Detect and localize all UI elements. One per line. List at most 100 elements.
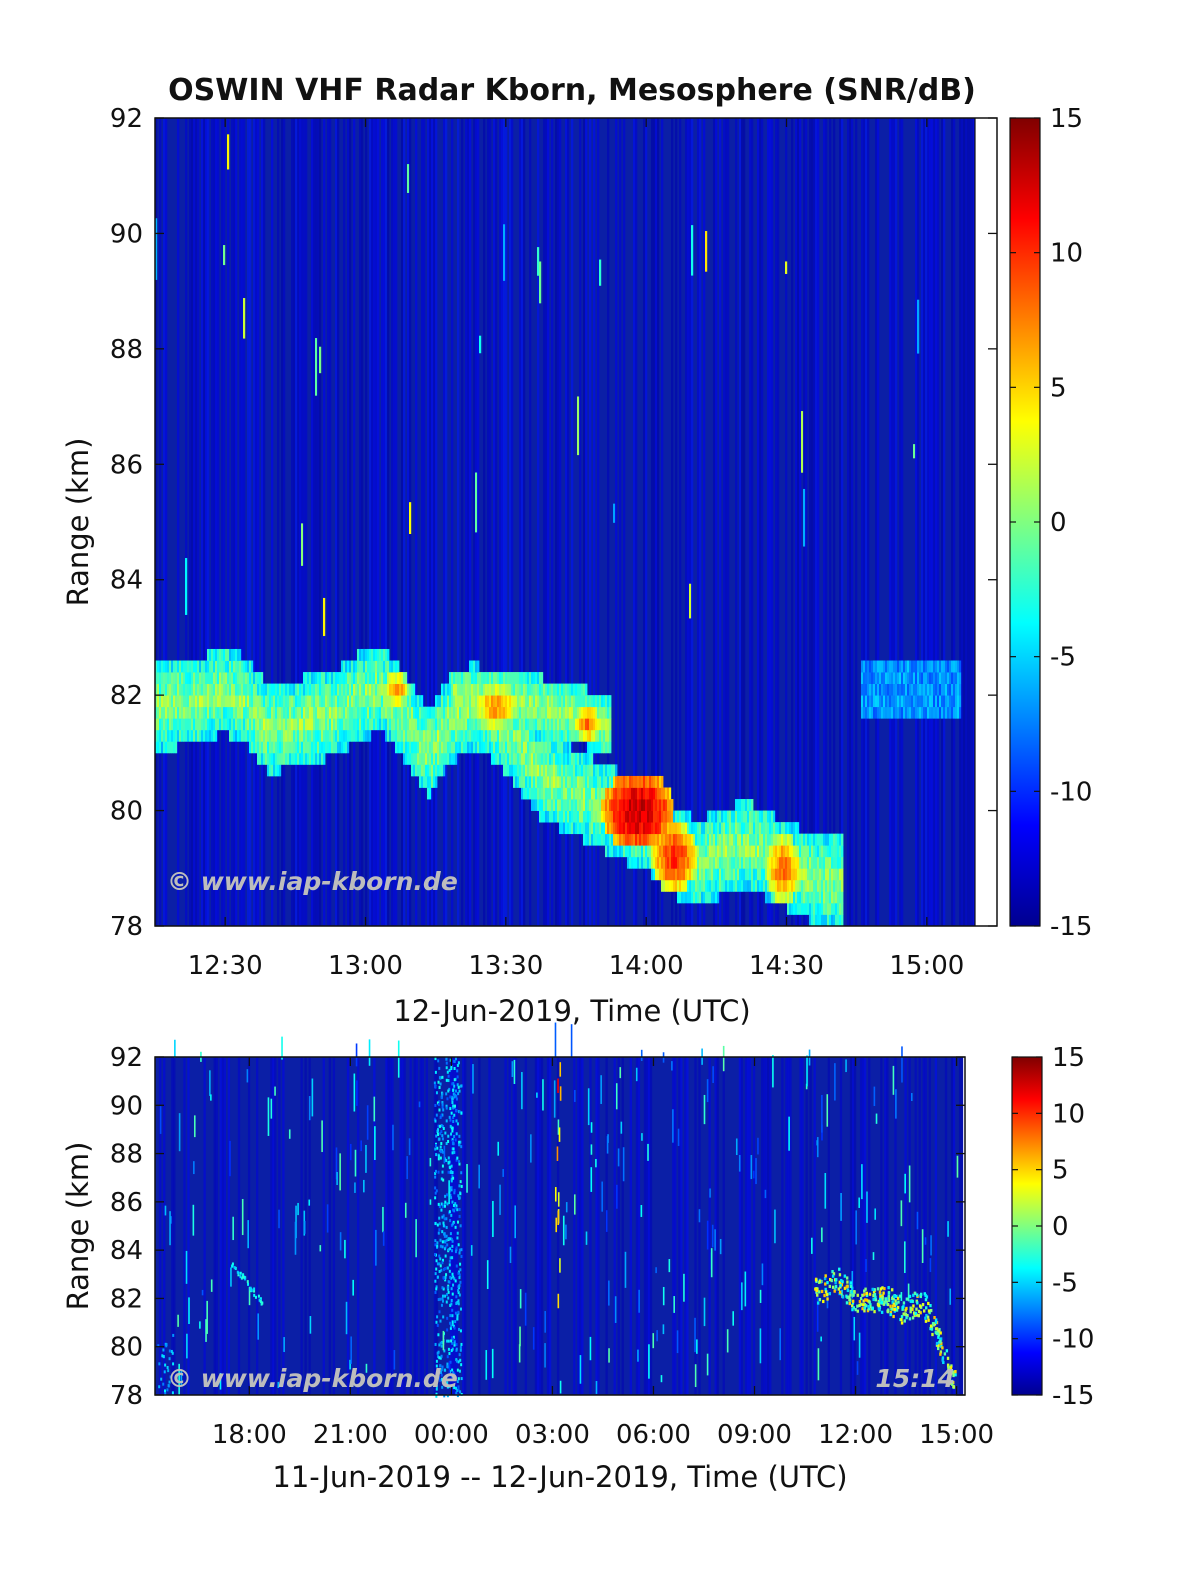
top-heatmap-cell: [719, 879, 722, 892]
top-heatmap-cell: [179, 706, 182, 719]
top-heatmap-column: [155, 118, 158, 926]
top-heatmap-cell: [385, 695, 388, 708]
top-heatmap-cell: [955, 695, 958, 708]
top-heatmap-cell: [477, 741, 480, 754]
bottom-layer-cell: [816, 1293, 819, 1297]
top-heatmap-cell: [675, 822, 678, 835]
top-heatmap-cell: [259, 729, 262, 742]
top-heatmap-cell: [357, 672, 360, 684]
top-heatmap-cell: [445, 741, 448, 754]
top-heatmap-cell: [541, 706, 544, 719]
top-heatmap-cell: [383, 660, 386, 673]
top-heatmap-cell: [389, 672, 392, 684]
bottom-noise-speck: [441, 1230, 444, 1234]
bottom-layer-cell: [237, 1273, 240, 1277]
bottom-layer-cell: [835, 1278, 838, 1282]
bottom-noise-speck: [454, 1108, 457, 1112]
top-heatmap-cell: [693, 868, 696, 881]
top-heatmap-cell: [333, 718, 336, 731]
top-heatmap-cell: [559, 695, 562, 708]
top-heatmap-cell: [687, 879, 690, 892]
top-heatmap-cell: [959, 695, 962, 708]
top-heatmap-cell: [409, 752, 412, 765]
top-heatmap-column: [579, 118, 582, 926]
bottom-noise-speck: [451, 1314, 454, 1318]
top-heatmap-cell: [269, 695, 272, 708]
top-heatmap-column: [849, 118, 852, 926]
top-heatmap-cell: [533, 775, 536, 788]
top-heatmap-cell: [867, 683, 870, 696]
top-heatmap-cell: [295, 729, 298, 742]
top-heatmap-cell: [495, 706, 498, 719]
top-heatmap-cell: [211, 729, 214, 742]
top-heatmap-cell: [801, 902, 804, 915]
top-heatmap-cell: [607, 706, 610, 719]
top-heatmap-cell: [881, 706, 884, 719]
top-heatmap-cell: [461, 695, 464, 708]
top-heatmap-column: [917, 118, 920, 926]
top-heatmap-cell: [611, 833, 614, 846]
top-heatmap-column: [811, 118, 814, 926]
top-heatmap-cell: [297, 729, 300, 742]
top-heatmap-cell: [361, 648, 364, 661]
top-heatmap-cell: [257, 695, 260, 708]
top-heatmap-cell: [359, 648, 362, 661]
top-heatmap-cell: [219, 660, 222, 673]
top-heatmap-cell: [637, 833, 640, 846]
top-heatmap-cell: [277, 718, 280, 731]
top-heatmap-cell: [295, 683, 298, 696]
top-heatmap-cell: [353, 706, 356, 719]
top-heatmap-cell: [181, 672, 184, 684]
bottom-noise-speck: [454, 1206, 457, 1210]
top-heatmap-cell: [303, 683, 306, 696]
top-heatmap-cell: [187, 718, 190, 731]
top-heatmap-cell: [499, 706, 502, 719]
top-heatmap-cell: [771, 845, 774, 858]
top-heatmap-cell: [559, 799, 562, 811]
top-heatmap-cell: [767, 891, 770, 904]
bottom-layer-cell: [890, 1288, 894, 1292]
top-heatmap-cell: [289, 741, 292, 754]
top-heatmap-cell: [669, 799, 672, 811]
top-heatmap-cell: [267, 729, 270, 742]
top-heatmap-cell: [627, 775, 630, 788]
top-heatmap-cell: [517, 775, 520, 788]
top-heatmap-cell: [235, 729, 238, 742]
bottom-noise-speck: [451, 1139, 454, 1143]
bottom-noise-speck: [444, 1254, 447, 1258]
bottom-heatmap-speck: [710, 1248, 713, 1278]
top-heatmap-cell: [601, 822, 604, 835]
top-heatmap-cell: [193, 672, 196, 684]
top-heatmap-cell: [601, 833, 604, 846]
top-heatmap-cell: [325, 672, 328, 684]
top-heatmap-column: [767, 118, 770, 926]
top-heatmap-cell: [309, 683, 312, 696]
top-heatmap-cell: [507, 729, 510, 742]
top-heatmap-cell: [247, 718, 250, 731]
bottom-noise-speck: [456, 1359, 459, 1363]
top-heatmap-cell: [571, 775, 574, 788]
top-heatmap-cell: [709, 810, 712, 823]
bottom-heatmap-column: [744, 1057, 748, 1395]
top-heatmap-cell: [289, 695, 292, 708]
top-heatmap-cell: [449, 706, 452, 719]
top-heatmap-cell: [577, 799, 580, 811]
bottom-heatmap-column: [215, 1057, 218, 1395]
bottom-heatmap-speck: [861, 1164, 863, 1200]
top-heatmap-cell: [667, 868, 670, 881]
top-heatmap-cell: [365, 683, 368, 696]
top-heatmap-column: [383, 118, 386, 926]
top-heatmap-cell: [211, 683, 214, 696]
bottom-layer-cell: [949, 1366, 953, 1370]
bottom-layer-cell: [940, 1344, 943, 1348]
bottom-heatmap-speck: [761, 1263, 764, 1286]
top-heatmap-cell: [821, 879, 824, 892]
top-heatmap-cell: [775, 822, 778, 835]
top-heatmap-cell: [249, 695, 252, 708]
top-heatmap-cell: [537, 683, 540, 696]
top-heatmap-cell: [773, 822, 776, 835]
top-heatmap-cell: [661, 833, 664, 846]
bottom-heatmap-speck: [470, 1245, 473, 1256]
top-heatmap-cell: [217, 683, 220, 696]
top-heatmap-cell: [549, 695, 552, 708]
